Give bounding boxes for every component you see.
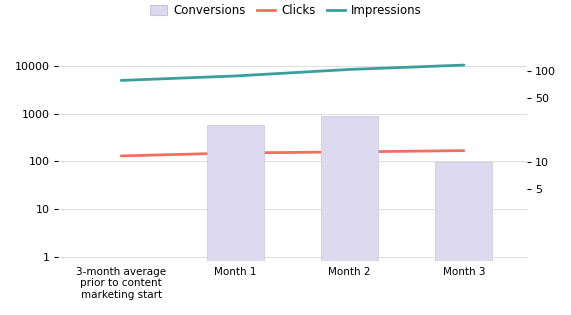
Bar (207, 125, 264, 315)
Bar (321, 116, 378, 315)
Bar (93, 280, 150, 315)
Legend: Conversions, Clicks, Impressions: Conversions, Clicks, Impressions (145, 0, 426, 22)
Bar (435, 162, 492, 315)
